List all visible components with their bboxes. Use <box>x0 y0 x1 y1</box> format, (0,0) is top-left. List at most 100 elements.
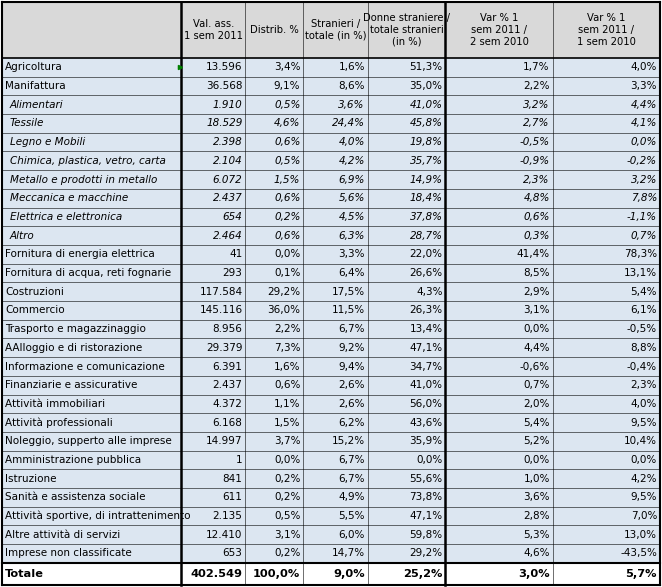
Text: 11,5%: 11,5% <box>332 305 365 315</box>
Text: 1,6%: 1,6% <box>274 362 301 372</box>
Bar <box>368 2 446 58</box>
Bar <box>2 563 181 585</box>
Bar <box>553 114 660 133</box>
Text: 14,7%: 14,7% <box>332 548 365 558</box>
Bar <box>2 133 181 151</box>
Text: 4,2%: 4,2% <box>338 156 365 166</box>
Bar <box>2 58 181 77</box>
Bar <box>368 432 446 451</box>
Text: 8,5%: 8,5% <box>523 268 549 278</box>
Text: 2,6%: 2,6% <box>338 380 365 390</box>
Text: 4,8%: 4,8% <box>524 193 549 203</box>
Text: Stranieri /
totale (in %): Stranieri / totale (in %) <box>305 19 366 41</box>
Text: 0,2%: 0,2% <box>274 492 301 502</box>
Bar <box>553 320 660 339</box>
Bar <box>368 170 446 189</box>
Bar <box>2 151 181 170</box>
Text: 25,2%: 25,2% <box>403 569 442 579</box>
Text: -0,5%: -0,5% <box>520 137 549 147</box>
Bar <box>303 58 368 77</box>
Text: 4,1%: 4,1% <box>631 119 657 129</box>
Text: -43,5%: -43,5% <box>620 548 657 558</box>
Bar <box>368 470 446 488</box>
Bar <box>553 451 660 470</box>
Bar <box>553 77 660 95</box>
Bar <box>2 95 181 114</box>
Text: 2,2%: 2,2% <box>523 81 549 91</box>
Bar <box>2 376 181 394</box>
Bar <box>553 394 660 413</box>
Text: 18,4%: 18,4% <box>410 193 442 203</box>
Text: 841: 841 <box>222 474 242 484</box>
Text: 26,3%: 26,3% <box>409 305 442 315</box>
Text: 5,6%: 5,6% <box>338 193 365 203</box>
Bar <box>181 470 246 488</box>
Bar <box>553 264 660 282</box>
Text: 2.437: 2.437 <box>213 193 242 203</box>
Bar <box>303 151 368 170</box>
Bar <box>553 58 660 77</box>
Text: 13,1%: 13,1% <box>624 268 657 278</box>
Bar <box>368 507 446 525</box>
Text: 0,0%: 0,0% <box>524 455 549 465</box>
Bar <box>446 189 553 208</box>
Text: 2,3%: 2,3% <box>630 380 657 390</box>
Bar <box>368 58 446 77</box>
Bar <box>303 394 368 413</box>
Text: 1,6%: 1,6% <box>338 62 365 72</box>
Text: 2,7%: 2,7% <box>524 119 549 129</box>
Text: 1,5%: 1,5% <box>274 174 301 184</box>
Text: Trasporto e magazzinaggio: Trasporto e magazzinaggio <box>5 324 146 334</box>
Bar <box>368 301 446 320</box>
Bar <box>446 432 553 451</box>
Bar <box>446 208 553 226</box>
Bar <box>303 245 368 264</box>
Text: 41,4%: 41,4% <box>516 249 549 259</box>
Text: 2,0%: 2,0% <box>524 399 549 409</box>
Bar <box>553 563 660 585</box>
Text: 28,7%: 28,7% <box>410 231 442 241</box>
Text: 9,5%: 9,5% <box>630 492 657 502</box>
Bar <box>368 544 446 563</box>
Text: 2,3%: 2,3% <box>524 174 549 184</box>
Text: 2.398: 2.398 <box>213 137 242 147</box>
Bar <box>368 357 446 376</box>
Text: 56,0%: 56,0% <box>410 399 442 409</box>
Text: 3,1%: 3,1% <box>274 530 301 540</box>
Text: 0,0%: 0,0% <box>631 137 657 147</box>
Text: 1,5%: 1,5% <box>274 417 301 427</box>
Bar <box>2 451 181 470</box>
Bar <box>246 2 303 58</box>
Text: 0,2%: 0,2% <box>274 474 301 484</box>
Bar <box>368 114 446 133</box>
Text: 6,7%: 6,7% <box>338 474 365 484</box>
Text: 1,1%: 1,1% <box>274 399 301 409</box>
Bar <box>2 264 181 282</box>
Bar <box>2 282 181 301</box>
Text: 3,1%: 3,1% <box>523 305 549 315</box>
Text: 0,0%: 0,0% <box>274 249 301 259</box>
Text: Noleggio, supperto alle imprese: Noleggio, supperto alle imprese <box>5 436 171 446</box>
Bar <box>446 488 553 507</box>
Bar <box>246 58 303 77</box>
Bar <box>2 394 181 413</box>
Bar <box>553 151 660 170</box>
Bar <box>181 77 246 95</box>
Text: 4,3%: 4,3% <box>416 286 442 296</box>
Text: 402.549: 402.549 <box>191 569 242 579</box>
Bar <box>553 2 660 58</box>
Text: 6.391: 6.391 <box>213 362 242 372</box>
Bar <box>2 357 181 376</box>
Bar <box>303 563 368 585</box>
Text: 41,0%: 41,0% <box>410 380 442 390</box>
Text: 4,6%: 4,6% <box>523 548 549 558</box>
Bar <box>446 77 553 95</box>
Text: 45,8%: 45,8% <box>410 119 442 129</box>
Text: 2.437: 2.437 <box>213 380 242 390</box>
Bar <box>181 544 246 563</box>
Bar <box>446 170 553 189</box>
Text: Alimentari: Alimentari <box>10 100 64 110</box>
Text: Attività immobiliari: Attività immobiliari <box>5 399 105 409</box>
Text: Finanziarie e assicurative: Finanziarie e assicurative <box>5 380 138 390</box>
Bar <box>303 488 368 507</box>
